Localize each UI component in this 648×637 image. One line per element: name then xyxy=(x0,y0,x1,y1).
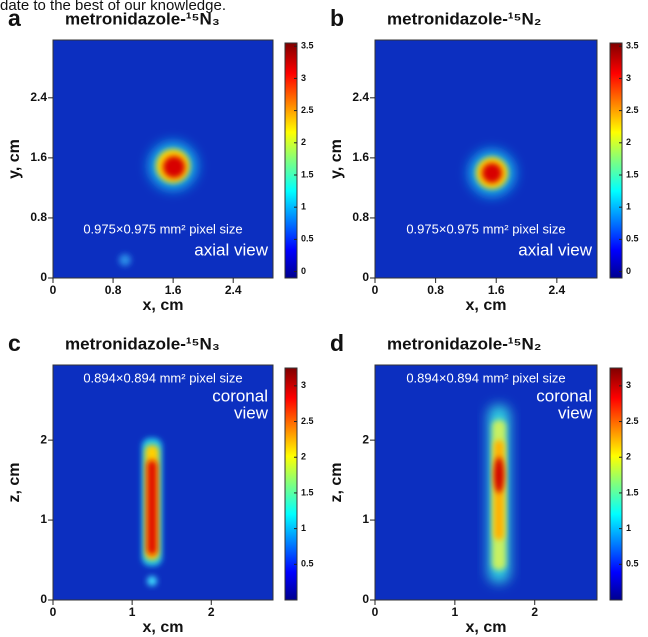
y-tick-label: 0.8 xyxy=(352,210,369,224)
y-tick-label: 2.4 xyxy=(30,90,47,104)
colorbar-tick-label: 1 xyxy=(626,202,631,212)
y-axis-label: y, cm xyxy=(328,139,345,179)
colorbar-tick-label: 1.5 xyxy=(301,169,314,179)
x-tick-label: 2 xyxy=(531,605,538,619)
y-tick-label: 1 xyxy=(362,512,369,526)
colorbar-tick-label: 2.5 xyxy=(301,416,314,426)
panel-title: metronidazole-¹⁵N₃ xyxy=(65,334,220,353)
y-axis-label: z, cm xyxy=(328,462,345,502)
colorbar-tick-label: 0.5 xyxy=(626,234,639,244)
pixel-size-note: 0.975×0.975 mm² pixel size xyxy=(83,221,242,236)
x-tick-label: 2.4 xyxy=(548,283,565,297)
colorbar xyxy=(284,367,298,601)
colorbar-tick-label: 2 xyxy=(301,137,306,147)
colorbar-tick-label: 2.5 xyxy=(301,105,314,115)
y-tick-label: 0 xyxy=(362,270,369,284)
y-tick-label: 2 xyxy=(40,432,47,446)
view-note: view xyxy=(234,403,269,422)
y-tick-label: 1.6 xyxy=(30,150,47,164)
view-note: coronal xyxy=(212,386,268,405)
colorbar-tick-label: 3 xyxy=(626,380,631,390)
x-tick-label: 0.8 xyxy=(427,283,444,297)
y-tick-label: 0.8 xyxy=(30,210,47,224)
colorbar-tick-label: 3.5 xyxy=(301,41,314,51)
y-tick-label: 1 xyxy=(40,512,47,526)
colorbar-tick-label: 0 xyxy=(626,266,631,276)
colorbar-tick-label: 2 xyxy=(301,452,306,462)
image-c xyxy=(53,365,273,600)
colorbar-tick-label: 0 xyxy=(301,266,306,276)
view-note: axial view xyxy=(194,240,268,259)
colorbar xyxy=(609,42,623,279)
colorbar-tick-label: 2 xyxy=(626,452,631,462)
view-note: coronal xyxy=(536,386,592,405)
colorbar-tick-label: 0.5 xyxy=(301,234,314,244)
y-axis-label: z, cm xyxy=(6,462,23,502)
image-a xyxy=(53,40,273,278)
panel-title: metronidazole-¹⁵N₂ xyxy=(387,334,541,353)
x-axis-label: x, cm xyxy=(466,619,507,636)
colorbar-tick-label: 1.5 xyxy=(626,169,639,179)
colorbar-tick-label: 0.5 xyxy=(301,559,314,569)
panel-letter: c xyxy=(8,330,21,356)
pixel-size-note: 0.975×0.975 mm² pixel size xyxy=(406,221,565,236)
x-axis-label: x, cm xyxy=(143,297,184,314)
plot-frame xyxy=(52,39,274,279)
colorbar-tick-label: 1.5 xyxy=(626,487,639,497)
panel-title: metronidazole-¹⁵N₂ xyxy=(387,9,541,28)
x-tick-label: 1 xyxy=(452,605,459,619)
x-tick-label: 0.8 xyxy=(105,283,122,297)
x-tick-label: 1.6 xyxy=(488,283,505,297)
colorbar-tick-label: 3 xyxy=(301,73,306,83)
x-tick-label: 1.6 xyxy=(165,283,182,297)
colorbar xyxy=(284,42,298,279)
view-note: view xyxy=(558,403,593,422)
y-tick-label: 0 xyxy=(40,592,47,606)
x-tick-label: 0 xyxy=(372,605,379,619)
x-tick-label: 2.4 xyxy=(225,283,242,297)
x-tick-label: 0 xyxy=(372,283,379,297)
pixel-size-note: 0.894×0.894 mm² pixel size xyxy=(406,370,565,385)
x-tick-label: 0 xyxy=(50,283,57,297)
colorbar xyxy=(609,367,623,601)
x-tick-label: 0 xyxy=(50,605,57,619)
plot-frame xyxy=(52,364,274,601)
colorbar-tick-label: 2.5 xyxy=(626,105,639,115)
plot-frame xyxy=(374,39,598,279)
y-tick-label: 0 xyxy=(40,270,47,284)
colorbar-tick-label: 1.5 xyxy=(301,487,314,497)
colorbar-tick-label: 2.5 xyxy=(626,416,639,426)
panel-title: metronidazole-¹⁵N₃ xyxy=(65,9,220,28)
panel-letter: b xyxy=(330,5,344,31)
colorbar-tick-label: 3 xyxy=(301,380,306,390)
colorbar-tick-label: 1 xyxy=(626,523,631,533)
panel-letter: a xyxy=(8,5,21,31)
x-tick-label: 2 xyxy=(208,605,215,619)
y-tick-label: 2.4 xyxy=(352,90,369,104)
colorbar-tick-label: 1 xyxy=(301,523,306,533)
x-axis-label: x, cm xyxy=(143,619,184,636)
y-tick-label: 0 xyxy=(362,592,369,606)
pixel-size-note: 0.894×0.894 mm² pixel size xyxy=(83,370,242,385)
image-b xyxy=(375,40,597,278)
x-tick-label: 1 xyxy=(129,605,136,619)
colorbar-tick-label: 3.5 xyxy=(626,41,639,51)
header-text: date to the best of our knowledge. xyxy=(0,0,226,14)
y-tick-label: 2 xyxy=(362,432,369,446)
plot-frame xyxy=(374,364,598,601)
x-axis-label: x, cm xyxy=(466,297,507,314)
colorbar-tick-label: 2 xyxy=(626,137,631,147)
panel-letter: d xyxy=(330,330,344,356)
colorbar-tick-label: 1 xyxy=(301,202,306,212)
y-axis-label: y, cm xyxy=(6,139,23,179)
colorbar-tick-label: 0.5 xyxy=(626,559,639,569)
image-d xyxy=(375,365,597,600)
view-note: axial view xyxy=(518,240,592,259)
y-tick-label: 1.6 xyxy=(352,150,369,164)
colorbar-tick-label: 3 xyxy=(626,73,631,83)
